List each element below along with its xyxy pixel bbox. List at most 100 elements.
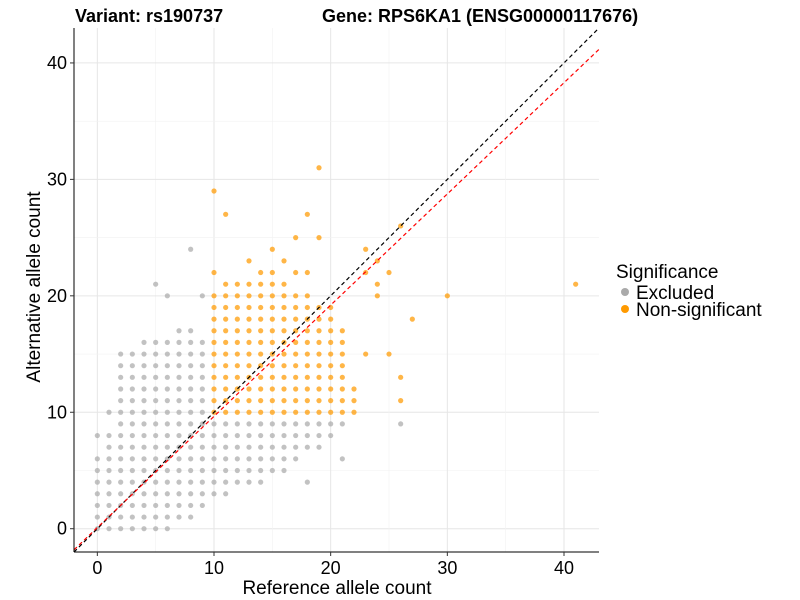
point-non-significant (258, 316, 264, 322)
legend-title: Significance (616, 262, 718, 283)
point-non-significant (363, 351, 369, 357)
axes (70, 28, 599, 556)
point-excluded (118, 363, 124, 369)
point-excluded (211, 456, 217, 462)
point-non-significant (269, 328, 275, 334)
point-excluded (246, 421, 252, 427)
point-excluded (316, 432, 322, 439)
point-excluded (129, 398, 135, 404)
chart-title-gene: Gene: RPS6KA1 (ENSG00000117676) (322, 6, 638, 26)
point-excluded (211, 491, 217, 497)
point-non-significant (246, 351, 252, 357)
point-non-significant (246, 316, 252, 322)
point-excluded (188, 514, 194, 520)
point-excluded (94, 491, 100, 497)
point-non-significant (246, 398, 252, 404)
point-non-significant (293, 304, 299, 311)
point-non-significant (386, 351, 392, 357)
point-non-significant (269, 409, 275, 415)
point-excluded (258, 444, 264, 450)
x-tick-label: 20 (321, 558, 341, 578)
point-excluded (304, 444, 310, 450)
point-non-significant (258, 269, 264, 276)
point-excluded (188, 246, 194, 252)
point-non-significant (398, 398, 404, 404)
point-non-significant (258, 374, 264, 380)
point-excluded (129, 409, 135, 415)
point-excluded (188, 386, 194, 392)
point-non-significant (293, 339, 299, 345)
point-non-significant (293, 374, 299, 380)
point-non-significant (339, 374, 345, 380)
point-excluded (188, 409, 194, 415)
point-excluded (223, 467, 229, 474)
point-non-significant (304, 386, 310, 392)
point-excluded (328, 421, 334, 427)
point-excluded (118, 467, 124, 474)
point-excluded (153, 363, 159, 369)
point-non-significant (223, 386, 229, 392)
point-excluded (316, 421, 322, 427)
point-excluded (129, 432, 135, 439)
point-excluded (223, 456, 229, 462)
point-excluded (129, 444, 135, 450)
point-non-significant (328, 328, 334, 334)
point-excluded (164, 374, 170, 380)
point-excluded (129, 386, 135, 392)
point-excluded (106, 432, 112, 439)
point-excluded (141, 374, 147, 380)
point-excluded (164, 386, 170, 392)
point-non-significant (304, 304, 310, 311)
point-non-significant (293, 269, 299, 276)
point-excluded (199, 444, 205, 450)
point-non-significant (246, 339, 252, 345)
point-excluded (281, 456, 287, 462)
point-non-significant (281, 386, 287, 392)
tick-labels: 0 10 20 30 40 0 10 20 30 40 (47, 53, 574, 578)
point-excluded (153, 398, 159, 404)
legend-label: Excluded (636, 283, 714, 304)
point-non-significant (211, 328, 217, 334)
point-non-significant (304, 211, 310, 217)
point-excluded (118, 351, 124, 357)
point-excluded (281, 444, 287, 450)
point-excluded (94, 479, 100, 485)
point-excluded (316, 444, 322, 450)
point-excluded (211, 421, 217, 427)
x-tick-label: 10 (204, 558, 224, 578)
point-excluded (188, 339, 194, 345)
point-excluded (141, 398, 147, 404)
point-excluded (129, 502, 135, 509)
point-non-significant (211, 386, 217, 392)
point-excluded (176, 374, 182, 380)
point-non-significant (234, 351, 240, 357)
point-excluded (211, 479, 217, 485)
point-excluded (153, 526, 159, 532)
point-non-significant (269, 386, 275, 392)
point-non-significant (281, 281, 287, 287)
point-non-significant (304, 374, 310, 380)
point-non-significant (328, 398, 334, 404)
point-excluded (118, 514, 124, 520)
point-excluded (258, 467, 264, 474)
point-non-significant (339, 363, 345, 369)
point-excluded (398, 421, 404, 427)
point-excluded (281, 467, 287, 474)
point-non-significant (234, 281, 240, 287)
point-excluded (176, 502, 182, 509)
point-excluded (234, 479, 240, 485)
point-excluded (141, 409, 147, 415)
point-non-significant (211, 339, 217, 345)
point-excluded (199, 409, 205, 415)
point-excluded (141, 514, 147, 520)
point-non-significant (258, 398, 264, 404)
point-non-significant (281, 304, 287, 311)
point-non-significant (304, 339, 310, 345)
scatter-points (94, 165, 579, 532)
point-excluded (199, 386, 205, 392)
point-non-significant (211, 398, 217, 404)
point-excluded (258, 479, 264, 485)
point-non-significant (293, 235, 299, 241)
point-non-significant (304, 269, 310, 276)
